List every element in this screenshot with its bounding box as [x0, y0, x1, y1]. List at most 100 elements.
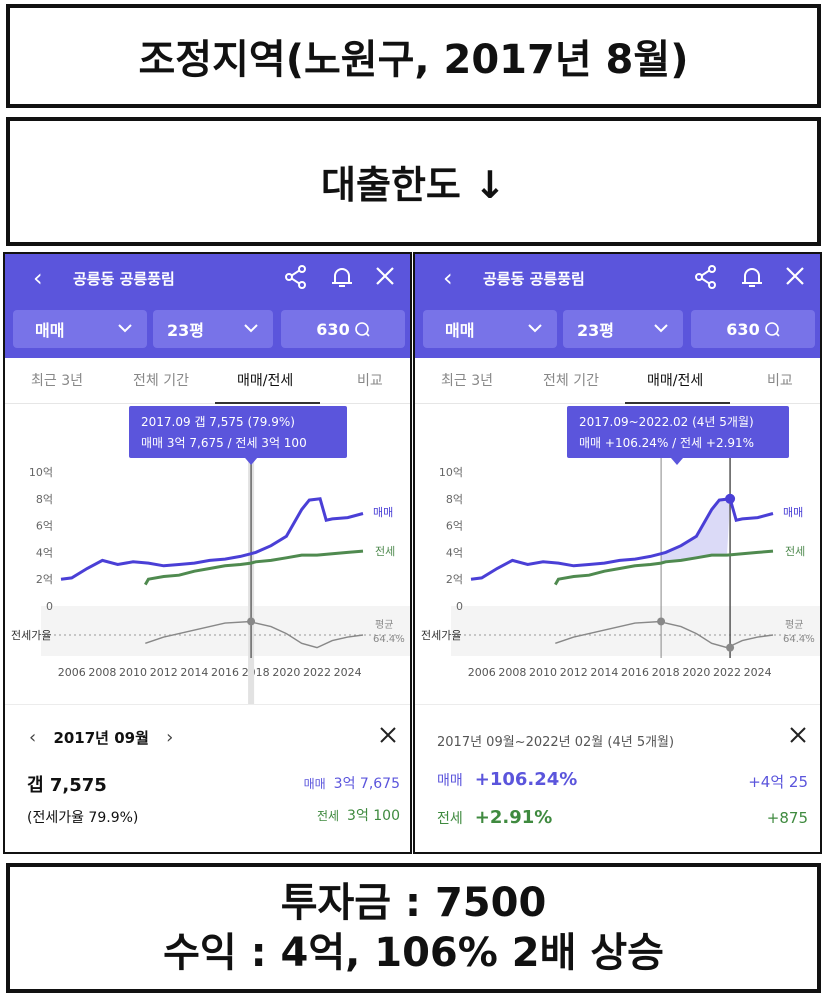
y-tick-label: 10억	[29, 466, 53, 479]
y-tick-label: 4억	[446, 546, 463, 559]
bell-icon[interactable]	[329, 264, 355, 290]
tab-sale-jeonse[interactable]: 매매/전세	[237, 373, 294, 389]
period-tabs: 최근 3년 전체 기간 매매/전세 비교	[5, 358, 410, 404]
tooltip-line2: 매매 +106.24% / 전세 +2.91%	[579, 436, 754, 450]
tab-sale-jeonse[interactable]: 매매/전세	[647, 373, 704, 389]
bell-icon[interactable]	[739, 264, 765, 290]
jeonse-ratio: (전세가율 79.9%)	[27, 810, 139, 826]
comment-icon	[354, 322, 370, 337]
jeonse-line	[553, 549, 774, 586]
size-value: 23평	[167, 321, 204, 340]
ratio-line	[145, 620, 364, 649]
ratio-line	[555, 620, 774, 649]
deal-type-select[interactable]: 매매	[13, 310, 147, 348]
sale-label: 매매	[437, 773, 463, 789]
x-tick-label: 2016	[211, 666, 239, 679]
x-tick-label: 2018	[242, 666, 270, 679]
share-icon[interactable]	[693, 264, 719, 290]
comments-button[interactable]: 630	[281, 310, 405, 348]
share-icon[interactable]	[283, 264, 309, 290]
close-icon[interactable]	[378, 725, 398, 745]
y-tick-label: 4억	[36, 546, 53, 559]
legend-jeonse: 전세	[375, 545, 395, 558]
x-tick-label: 2014	[590, 666, 618, 679]
jeonse-label: 전세	[316, 809, 340, 823]
title-text: 조정지역(노원구, 2017년 8월)	[138, 37, 689, 83]
sale-value: 3억 7,675	[333, 776, 400, 792]
close-icon[interactable]	[788, 725, 808, 745]
average-value: 64.4%	[783, 634, 815, 645]
size-select[interactable]: 23평	[563, 310, 683, 348]
ratio-label: 전세가율	[11, 629, 51, 642]
jeonse-pct: +2.91%	[474, 807, 553, 828]
subtitle-banner: 대출한도 ↓	[6, 117, 821, 246]
sale-line	[60, 497, 364, 581]
back-button[interactable]: ‹	[443, 264, 453, 292]
y-tick-label: 0	[456, 600, 463, 613]
tooltip-line2: 매매 3억 7,675 / 전세 3억 100	[141, 436, 307, 450]
x-tick-label: 2022	[303, 666, 331, 679]
y-tick-label: 0	[46, 600, 53, 613]
legend-sale: 매매	[783, 506, 803, 519]
tab-recent-3y[interactable]: 최근 3년	[441, 373, 493, 389]
x-tick-label: 2006	[468, 666, 496, 679]
x-tick-label: 2006	[58, 666, 86, 679]
deal-type-value: 매매	[445, 321, 475, 340]
tab-compare[interactable]: 비교	[357, 373, 383, 389]
legend-jeonse: 전세	[785, 545, 805, 558]
detail-date: 2017년 09월	[53, 729, 149, 747]
apartment-name: 공릉동 공릉풍림	[483, 270, 585, 288]
y-tick-label: 2억	[446, 573, 463, 586]
tooltip-box	[129, 406, 347, 458]
back-button[interactable]: ‹	[33, 264, 43, 292]
result-banner: 투자금 : 7500 수익 : 4억, 106% 2배 상승	[6, 863, 821, 993]
deal-type-select[interactable]: 매매	[423, 310, 557, 348]
ratio-end-dot	[726, 643, 735, 652]
jeonse-value: 3억 100	[347, 808, 400, 824]
x-tick-label: 2016	[621, 666, 649, 679]
chevron-down-icon	[528, 324, 542, 333]
tab-recent-3y[interactable]: 최근 3년	[31, 373, 83, 389]
average-value: 64.4%	[373, 634, 405, 645]
tooltip-line1: 2017.09~2022.02 (4년 5개월)	[579, 415, 754, 429]
chevron-down-icon	[118, 324, 132, 333]
range-end-dot	[725, 493, 736, 504]
jeonse-change-row: 전세 +2.91%	[437, 807, 552, 828]
size-select[interactable]: 23평	[153, 310, 273, 348]
deal-type-value: 매매	[35, 321, 65, 340]
price-chart[interactable]: 10억 8억 6억 4억 2억 0 2006 2008 2010 2012 2014 2016 2018…	[415, 404, 820, 704]
sale-change-row: 매매 +106.24%	[437, 769, 577, 790]
average-label: 평균	[785, 619, 803, 631]
y-tick-label: 6억	[36, 520, 53, 533]
x-tick-label: 2012	[560, 666, 588, 679]
tab-compare[interactable]: 비교	[767, 373, 793, 389]
x-tick-label: 2024	[744, 666, 772, 679]
profit-text: 수익 : 4억, 106% 2배 상승	[163, 930, 664, 976]
close-icon[interactable]	[783, 264, 807, 288]
tab-all-period[interactable]: 전체 기간	[133, 373, 189, 389]
prev-month-button[interactable]: ‹	[29, 727, 37, 748]
jeonse-label: 전세	[437, 811, 463, 827]
price-chart[interactable]: 10억 8억 6억 4억 2억 0 2006 2008 2010 2012 2014 2016 2018…	[5, 404, 410, 704]
active-tab-indicator	[625, 402, 730, 404]
close-icon[interactable]	[373, 264, 397, 288]
sale-pct: +106.24%	[474, 769, 578, 790]
app-header: ‹ 공릉동 공릉풍림 매매 23평 630	[415, 254, 820, 358]
size-value: 23평	[577, 321, 614, 340]
gap-value: 갭 7,575	[27, 775, 107, 796]
ratio-start-dot	[657, 617, 666, 626]
x-tick-label: 2022	[713, 666, 741, 679]
comments-button[interactable]: 630	[691, 310, 815, 348]
detail-card: 2017년 09월~2022년 02월 (4년 5개월) 매매 +106.24% …	[415, 704, 820, 852]
apartment-name: 공릉동 공릉풍림	[73, 270, 175, 288]
x-tick-label: 2024	[334, 666, 362, 679]
tab-all-period[interactable]: 전체 기간	[543, 373, 599, 389]
comment-icon	[764, 322, 780, 337]
tooltip-pointer	[671, 458, 683, 465]
x-tick-label: 2008	[498, 666, 526, 679]
next-month-button[interactable]: ›	[166, 727, 174, 748]
y-tick-label: 10억	[439, 466, 463, 479]
ratio-band	[451, 606, 820, 656]
chevron-down-icon	[244, 324, 258, 333]
x-tick-label: 2010	[529, 666, 557, 679]
